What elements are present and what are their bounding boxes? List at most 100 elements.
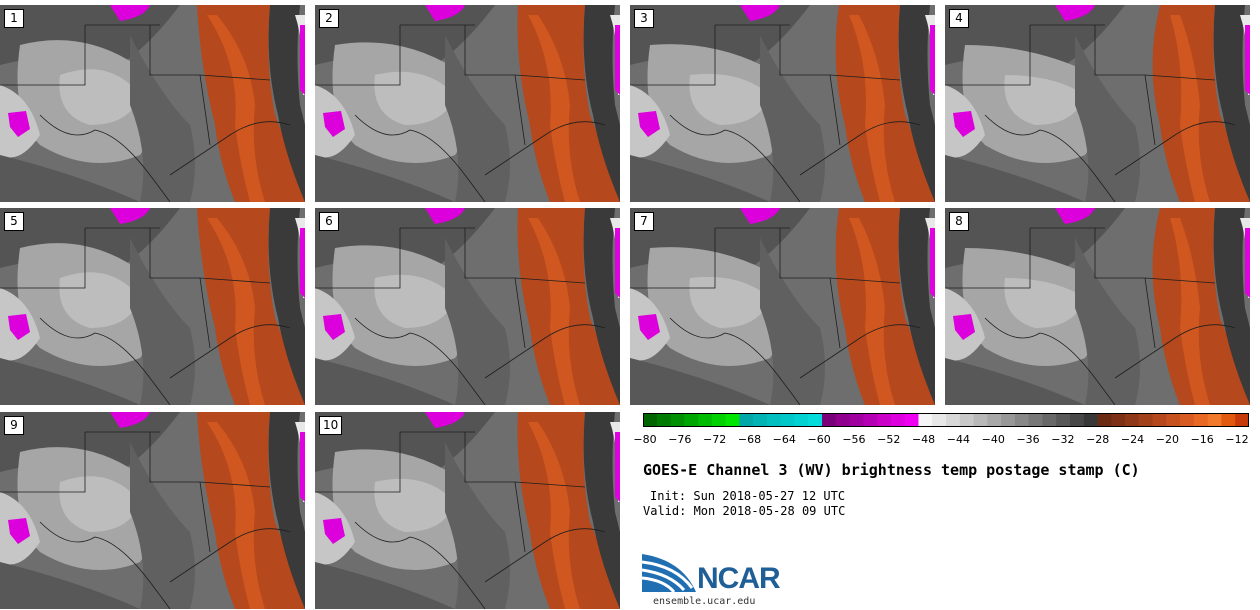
colorbar-tick-label: −56 xyxy=(842,433,866,446)
colorbar-swatch xyxy=(904,413,919,427)
forecast-panel: 8 xyxy=(945,208,1250,405)
panel-number-label: 1 xyxy=(4,9,24,28)
panel-number-label: 4 xyxy=(949,9,969,28)
water-vapor-map xyxy=(315,208,620,405)
colorbar-tick-label: −16 xyxy=(1190,433,1214,446)
water-vapor-map xyxy=(0,208,305,405)
panel-number-label: 10 xyxy=(319,416,343,435)
water-vapor-map xyxy=(0,412,305,609)
site-url: ensemble.ucar.edu xyxy=(653,596,756,607)
panel-number-label: 9 xyxy=(4,416,24,435)
colorbar-swatch xyxy=(1221,413,1236,427)
ncar-logo-text: NCAR xyxy=(697,562,781,595)
forecast-panel: 6 xyxy=(315,208,620,405)
colorbar-swatch xyxy=(863,413,878,427)
colorbar-tick-label: −52 xyxy=(877,433,901,446)
colorbar-swatch xyxy=(1028,413,1043,427)
colorbar-swatch xyxy=(973,413,988,427)
valid-time: Valid: Mon 2018-05-28 09 UTC xyxy=(643,504,846,518)
water-vapor-map xyxy=(315,5,620,202)
colorbar-swatch xyxy=(1056,413,1071,427)
colorbar-swatch xyxy=(753,413,768,427)
colorbar-swatch xyxy=(849,413,864,427)
colorbar-swatch xyxy=(698,413,713,427)
colorbar-swatch xyxy=(643,413,658,427)
panel-number-label: 5 xyxy=(4,212,24,231)
colorbar-tick-label: −20 xyxy=(1155,433,1179,446)
colorbar-swatch xyxy=(794,413,809,427)
water-vapor-map xyxy=(315,412,620,609)
ncar-logo-icon xyxy=(642,554,696,594)
colorbar-swatch xyxy=(1152,413,1167,427)
colorbar-swatch xyxy=(1001,413,1016,427)
colorbar-swatch xyxy=(1180,413,1195,427)
forecast-panel: 7 xyxy=(630,208,935,405)
colorbar-tick-label: −76 xyxy=(668,433,692,446)
colorbar-tick-label: −36 xyxy=(1016,433,1040,446)
forecast-panel: 2 xyxy=(315,5,620,202)
colorbar-border xyxy=(643,413,1249,427)
colorbar-swatch xyxy=(780,413,795,427)
water-vapor-map xyxy=(0,5,305,202)
forecast-panel: 1 xyxy=(0,5,305,202)
colorbar-swatch xyxy=(918,413,933,427)
colorbar-swatch xyxy=(1235,413,1249,427)
colorbar-swatch xyxy=(725,413,740,427)
colorbar-swatch xyxy=(656,413,672,427)
colorbar-swatch xyxy=(877,413,892,427)
colorbar-swatch xyxy=(1125,413,1140,427)
colorbar-swatch xyxy=(1014,413,1030,427)
colorbar-swatch xyxy=(1042,413,1057,427)
colorbar-swatch xyxy=(1083,413,1098,427)
colorbar-tick-label: −12 xyxy=(1225,433,1249,446)
panel-number-label: 3 xyxy=(634,9,654,28)
colorbar-swatch xyxy=(1097,413,1112,427)
colorbar-swatch xyxy=(739,413,754,427)
init-time: Init: Sun 2018-05-27 12 UTC xyxy=(650,489,846,503)
colorbar-swatch xyxy=(835,413,851,427)
colorbar-swatch xyxy=(822,413,837,427)
colorbar-tick-label: −40 xyxy=(981,433,1005,446)
colorbar-swatch xyxy=(1166,413,1181,427)
colorbar-swatch xyxy=(711,413,727,427)
colorbar-swatch xyxy=(959,413,975,427)
colorbar-tick-label: −32 xyxy=(1051,433,1075,446)
water-vapor-map xyxy=(630,5,935,202)
water-vapor-map xyxy=(945,5,1250,202)
forecast-panel: 4 xyxy=(945,5,1250,202)
colorbar-tick-label: −28 xyxy=(1086,433,1110,446)
chart-title: GOES-E Channel 3 (WV) brightness temp po… xyxy=(643,461,1140,479)
colorbar-tick-label: −68 xyxy=(737,433,762,446)
colorbar-tick-label: −72 xyxy=(703,433,727,446)
panel-number-label: 8 xyxy=(949,212,969,231)
colorbar-tick-label: −64 xyxy=(772,433,796,446)
forecast-panel: 5 xyxy=(0,208,305,405)
forecast-panel: 3 xyxy=(630,5,935,202)
colorbar-tick-label: −24 xyxy=(1120,433,1145,446)
colorbar-swatch xyxy=(1069,413,1085,427)
forecast-panel: 10 xyxy=(315,412,620,609)
water-vapor-map xyxy=(630,208,935,405)
colorbar-swatch xyxy=(1207,413,1222,427)
colorbar-swatch xyxy=(932,413,947,427)
colorbar-swatch xyxy=(1111,413,1126,427)
colorbar-tick-label: −60 xyxy=(807,433,831,446)
panel-number-label: 7 xyxy=(634,212,654,231)
colorbar-swatch xyxy=(684,413,699,427)
colorbar-tick-label: −48 xyxy=(911,433,936,446)
panel-number-label: 6 xyxy=(319,212,339,231)
colorbar-swatch xyxy=(766,413,782,427)
colorbar-swatch xyxy=(670,413,685,427)
colorbar-swatch xyxy=(987,413,1002,427)
colorbar-swatch xyxy=(1138,413,1154,427)
forecast-panel: 9 xyxy=(0,412,305,609)
colorbar xyxy=(643,413,1249,427)
panel-number-label: 2 xyxy=(319,9,339,28)
colorbar-swatch xyxy=(1193,413,1209,427)
water-vapor-map xyxy=(945,208,1250,405)
colorbar-tick-label: −80 xyxy=(633,433,657,446)
colorbar-tick-label: −44 xyxy=(946,433,971,446)
colorbar-swatch xyxy=(946,413,961,427)
colorbar-swatch xyxy=(890,413,906,427)
colorbar-swatch xyxy=(808,413,823,427)
